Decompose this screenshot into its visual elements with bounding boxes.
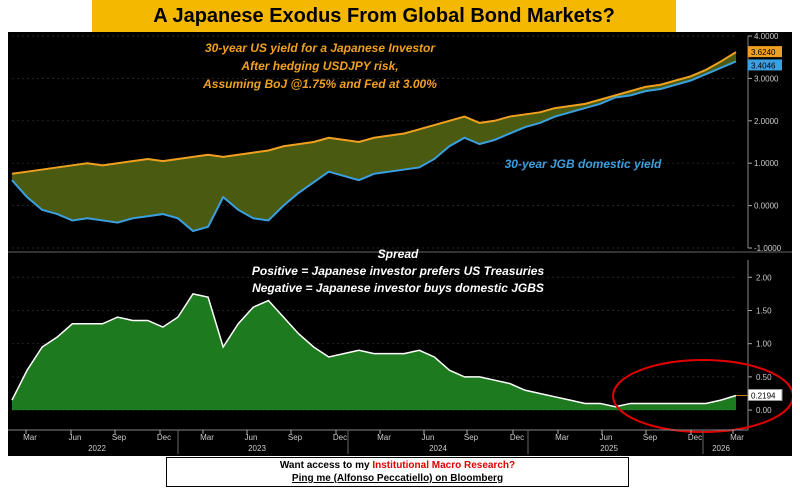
ytick-label: 0.0000 (754, 202, 779, 211)
ytick-label: 3.0000 (754, 74, 779, 83)
chart-title: A Japanese Exodus From Global Bond Marke… (153, 4, 615, 27)
annotation-us-line: Assuming BoJ @1.75% and Fed at 3.00% (202, 77, 437, 91)
xtick-label: Mar (730, 433, 744, 442)
xyear-label: 2026 (712, 444, 730, 453)
series-jgb-line (11, 60, 737, 233)
promo-link-research[interactable]: Institutional Macro Research? (372, 460, 516, 471)
xtick-label: Mar (200, 433, 214, 442)
last-value-tag (748, 46, 782, 58)
promo-prefix: Want access to my (279, 460, 373, 471)
xtick-label: Jun (69, 433, 82, 442)
last-value-tag (748, 59, 782, 71)
xtick-label: Jun (422, 433, 435, 442)
xtick-label: Jun (245, 433, 258, 442)
ytick-label: 1.0000 (754, 159, 779, 168)
xtick-label: Sep (288, 433, 303, 442)
chart-panel: 4.0000 3.0000 2.0000 1.0000 0.0000 -1.0000 3.6… (8, 32, 792, 456)
title-banner: A Japanese Exodus From Global Bond Marke… (92, 0, 676, 32)
ytick-label: 2.0000 (754, 117, 779, 126)
xtick-label: Sep (464, 433, 479, 442)
xtick-label: Sep (643, 433, 658, 442)
promo-box: Want access to my Institutional Macro Re… (166, 457, 629, 487)
ytick-label: 0.50 (756, 373, 772, 382)
promo-line-2[interactable]: Ping me (Alfonso Peccatiello) on Bloombe… (291, 473, 504, 484)
ytick-label: 2.00 (756, 273, 772, 282)
ytick-label: -1.0000 (754, 244, 782, 253)
annotation-spread-line: Positive = Japanese investor prefers US … (252, 264, 545, 278)
ytick-label: 1.00 (756, 340, 772, 349)
annotation-spread-line: Negative = Japanese investor buys domest… (252, 281, 544, 295)
xyear-label: 2022 (88, 444, 106, 453)
xtick-label: Dec (333, 433, 347, 442)
series-us-hedged-line (11, 51, 737, 175)
annotation-us-line: After hedging USDJPY risk, (240, 59, 398, 73)
spread-band (12, 52, 736, 232)
ytick-label: 4.0000 (754, 32, 779, 41)
xyear-label: 2025 (600, 444, 618, 453)
xtick-label: Dec (157, 433, 171, 442)
xtick-label: Dec (510, 433, 524, 442)
ytick-label: 0.00 (756, 406, 772, 415)
xtick-label: Mar (377, 433, 391, 442)
spread-line (11, 293, 737, 408)
xtick-label: Mar (23, 433, 37, 442)
bond-yield-chart: 4.0000 3.0000 2.0000 1.0000 0.0000 -1.0000 3.6… (8, 32, 792, 454)
xtick-label: Mar (555, 433, 569, 442)
last-value-us: 3.6240 (751, 48, 776, 57)
xtick-label: Jun (600, 433, 613, 442)
annotation-us-line: 30-year US yield for a Japanese Investor (205, 41, 436, 55)
annotation-spread-line: Spread (378, 247, 419, 261)
xtick-label: Dec (688, 433, 702, 442)
last-value-spread: 0.2194 (751, 391, 776, 400)
annotation-jgb: 30-year JGB domestic yield (505, 157, 662, 171)
xyear-label: 2024 (429, 444, 447, 453)
xtick-label: Sep (112, 433, 127, 442)
promo-line-1: Want access to my Institutional Macro Re… (167, 459, 628, 472)
ytick-label: 1.50 (756, 306, 772, 315)
spread-area (12, 293, 736, 411)
last-value-tag (747, 388, 783, 401)
xyear-label: 2023 (248, 444, 266, 453)
last-value-jgb: 3.4046 (751, 61, 776, 70)
